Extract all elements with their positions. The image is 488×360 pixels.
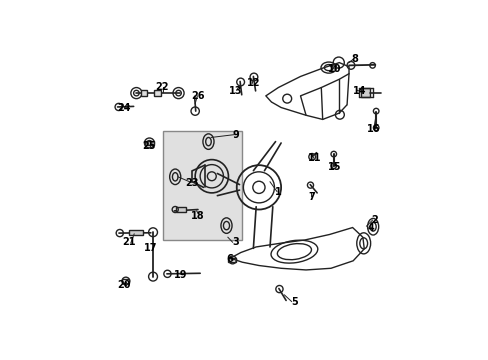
Polygon shape xyxy=(176,207,186,212)
Text: 7: 7 xyxy=(308,192,315,202)
FancyBboxPatch shape xyxy=(163,131,242,240)
Text: 3: 3 xyxy=(232,237,239,247)
Text: 21: 21 xyxy=(122,237,136,247)
Text: 25: 25 xyxy=(142,141,155,151)
Polygon shape xyxy=(128,230,142,235)
Text: 17: 17 xyxy=(144,243,157,253)
Text: 18: 18 xyxy=(190,211,204,221)
Text: 4: 4 xyxy=(367,222,374,233)
Text: 8: 8 xyxy=(350,54,357,64)
Text: 11: 11 xyxy=(307,153,321,163)
Polygon shape xyxy=(361,87,369,97)
Text: 13: 13 xyxy=(228,86,242,96)
Text: 14: 14 xyxy=(352,86,366,96)
Text: 24: 24 xyxy=(117,103,130,113)
Text: 9: 9 xyxy=(232,130,239,140)
Text: 5: 5 xyxy=(290,297,297,307)
Text: 12: 12 xyxy=(246,78,260,89)
Text: 20: 20 xyxy=(117,280,130,290)
Text: 15: 15 xyxy=(327,162,340,172)
Text: 19: 19 xyxy=(174,270,187,280)
Text: 2: 2 xyxy=(371,215,377,225)
Text: 22: 22 xyxy=(155,82,168,92)
Text: 1: 1 xyxy=(274,186,281,197)
Text: 26: 26 xyxy=(191,91,204,102)
Text: 6: 6 xyxy=(226,255,233,264)
Polygon shape xyxy=(153,90,160,96)
Text: 23: 23 xyxy=(185,178,198,188)
Text: 16: 16 xyxy=(366,124,380,134)
Polygon shape xyxy=(141,90,146,96)
Text: 10: 10 xyxy=(327,64,340,74)
